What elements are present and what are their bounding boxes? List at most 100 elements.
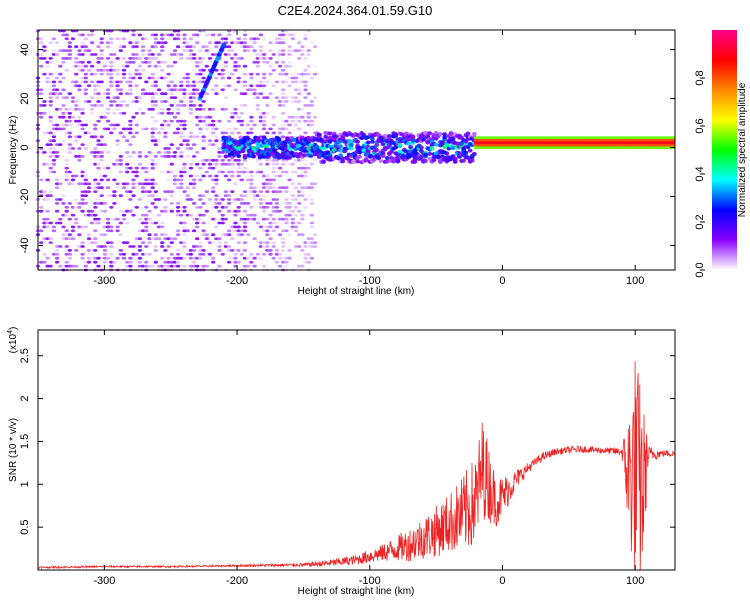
colorbar-tick-label: 0.4 <box>694 166 706 181</box>
spectrogram-cell <box>42 100 47 103</box>
spectrogram-cell <box>281 135 286 139</box>
spectrogram-cell <box>42 57 47 60</box>
spectrogram-cell <box>86 209 92 213</box>
spectrogram-cell <box>265 96 270 99</box>
spectrogram-cell <box>160 225 165 229</box>
spectrogram-cell <box>54 260 60 264</box>
spectrogram-cell <box>160 111 165 115</box>
spectrogram-cell <box>166 111 171 115</box>
spectrogram-cell <box>42 45 47 49</box>
spectrogram-cell <box>147 60 152 64</box>
spectrogram-cell <box>233 252 238 256</box>
spectrogram-cell <box>217 209 222 213</box>
spectrogram-cell <box>277 174 283 178</box>
spectrogram-cell <box>303 37 308 41</box>
spectrogram-cell <box>105 68 111 72</box>
spectrogram-cell <box>198 205 203 209</box>
spectrogram-cell <box>147 64 152 68</box>
spectrogram-cell <box>242 217 248 221</box>
spectrogram-cell <box>144 252 149 256</box>
spectrogram-cell <box>48 151 53 154</box>
spectrogram-cell <box>191 264 197 268</box>
spectrogram-cell <box>268 182 273 186</box>
spectrogram-cell <box>156 213 162 217</box>
spectrogram-cell <box>300 49 305 52</box>
spectrogram-cell <box>150 178 155 182</box>
spectrogram-cell <box>86 213 92 217</box>
spectrogram-cell <box>204 170 209 174</box>
spectrogram-cell <box>370 139 375 144</box>
spectrogram-cells <box>35 29 676 272</box>
spectrogram-cell <box>233 256 238 260</box>
spectrogram-cell <box>211 217 216 221</box>
spectrogram-cell <box>137 198 143 201</box>
spectrogram-cell <box>39 64 44 68</box>
spectrogram-cell <box>284 64 289 68</box>
spectrogram-cell <box>309 245 315 248</box>
spectrogram-cell <box>201 57 206 60</box>
spectrogram-cell <box>182 41 187 45</box>
spectrogram-cell <box>309 123 315 127</box>
spectrogram-cell <box>309 104 315 107</box>
spectrogram-cell <box>80 143 85 147</box>
spectrogram-cell <box>147 76 152 80</box>
spectrogram-cell <box>297 107 302 111</box>
spectrogram-cell <box>255 60 260 64</box>
spectrogram-cell <box>246 49 251 52</box>
spectrogram-cell <box>290 96 295 99</box>
spectrogram-cell <box>150 182 155 186</box>
spectrogram-cell <box>233 68 238 72</box>
spectrogram-cell <box>51 139 57 143</box>
spectrogram-cell <box>102 166 108 170</box>
spectrogram-cell <box>249 252 254 256</box>
spectrogram-cell <box>246 88 251 92</box>
spectrogram-cell <box>89 96 95 99</box>
spectrogram-cell <box>211 256 216 260</box>
spectrogram-cell <box>42 252 47 256</box>
spectrogram-cell <box>134 84 139 88</box>
spectrogram-cell <box>137 107 143 111</box>
spectrogram-cell <box>284 221 289 225</box>
spectrogram-cell <box>281 96 286 99</box>
spectrogram-cell <box>147 252 152 256</box>
spectrogram-cell <box>51 123 57 127</box>
spectrogram-cell <box>236 233 241 237</box>
spectrogram-cell <box>64 111 69 115</box>
spectrogram-cell <box>290 72 295 76</box>
spectrogram-cell <box>39 41 44 45</box>
spectrogram-cell <box>99 233 104 237</box>
spectrogram-cell <box>223 96 229 99</box>
spectrogram-cell <box>233 221 238 225</box>
spectrogram-cell <box>258 158 264 162</box>
spectrogram-cell <box>80 252 85 256</box>
spectrogram-cell <box>179 221 184 225</box>
spectrogram-cell <box>175 147 181 150</box>
spectrogram-cell <box>160 256 165 260</box>
spectrogram-cell <box>220 198 225 201</box>
spectrogram-cell <box>240 149 246 154</box>
spectrogram-cell <box>198 166 203 170</box>
spectrogram-cell <box>201 158 206 162</box>
spectrogram-cell <box>452 156 458 161</box>
spectrogram-cell <box>137 151 143 154</box>
spectrogram-cell <box>207 162 213 166</box>
spectrogram-cell <box>255 217 260 221</box>
spectrogram-cell <box>249 213 254 217</box>
spectrogram-cell <box>140 264 146 268</box>
spectrogram-cell <box>64 68 69 72</box>
spectrogram-cell <box>249 88 254 92</box>
spectrogram-cell <box>45 178 50 182</box>
colorbar-ticks: 0.00.20.40.60.8 <box>694 70 706 277</box>
spectrogram-cell <box>204 237 209 241</box>
spectrogram-cell <box>239 92 244 96</box>
spectrogram-cell <box>125 241 130 245</box>
spectrogram-cell <box>39 241 44 245</box>
spectrogram-cell <box>93 249 98 252</box>
spectrogram-cell <box>144 190 149 194</box>
spectrogram-cell <box>118 209 124 213</box>
spectrogram-cell <box>150 158 155 162</box>
spectrogram-cell <box>77 68 82 72</box>
spectrogram-cell <box>306 115 311 119</box>
spectrogram-cell <box>287 123 292 127</box>
spectrogram-cell <box>306 135 312 140</box>
